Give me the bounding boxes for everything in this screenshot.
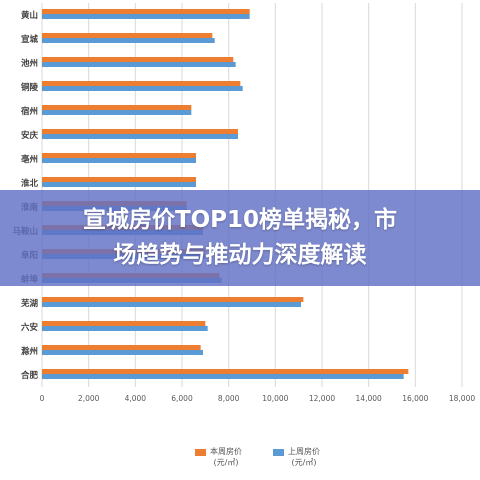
banner-title-line-2: 场趋势与推动力深度解读	[113, 242, 367, 268]
bar-this-week	[42, 33, 213, 38]
legend: 本周房价 (元/㎡) 上周房价 (元/㎡)	[0, 440, 480, 480]
category-label: 黄山	[21, 10, 38, 21]
bar-last-week	[42, 326, 208, 331]
category-label: 滁州	[21, 346, 38, 357]
category-label: 芜湖	[21, 298, 39, 309]
category-label: 安庆	[21, 130, 39, 141]
legend-series-name-this-week: 本周房价	[210, 447, 242, 456]
x-tick-label: 14,000	[356, 394, 382, 403]
x-tick-label: 12,000	[309, 394, 335, 403]
category-label: 六安	[21, 322, 39, 333]
legend-label-this-week: 本周房价 (元/㎡)	[210, 446, 242, 468]
banner-title: 宣城房价TOP10榜单揭秘，市 场趋势与推动力深度解读	[69, 203, 411, 273]
bar-this-week	[42, 153, 196, 158]
x-tick-label: 6,000	[171, 394, 193, 403]
x-tick-label: 2,000	[78, 394, 100, 403]
x-tick-label: 18,000	[449, 394, 475, 403]
bar-last-week	[42, 374, 404, 379]
bar-this-week	[42, 105, 192, 110]
bar-last-week	[42, 14, 250, 19]
legend-label-last-week: 上周房价 (元/㎡)	[288, 446, 320, 468]
bar-last-week	[42, 38, 215, 43]
legend-series-name-last-week: 上周房价	[288, 447, 320, 456]
category-label: 池州	[21, 58, 38, 69]
bar-last-week	[42, 182, 196, 187]
category-label: 淮北	[21, 178, 39, 189]
x-tick-label: 10,000	[262, 394, 288, 403]
bar-this-week	[42, 369, 409, 374]
category-label: 亳州	[21, 154, 38, 165]
x-tick-label: 4,000	[125, 394, 147, 403]
legend-unit-this-week: (元/㎡)	[213, 458, 239, 467]
category-label: 宣城	[21, 34, 39, 45]
bar-last-week	[42, 86, 243, 91]
bar-this-week	[42, 81, 241, 86]
x-tick-label: 8,000	[218, 394, 240, 403]
bar-this-week	[42, 9, 250, 14]
category-label: 宿州	[21, 106, 38, 117]
banner-title-line-1: 宣城房价TOP10榜单揭秘，市	[82, 207, 398, 233]
bar-last-week	[42, 110, 192, 115]
bar-this-week	[42, 321, 206, 326]
bar-last-week	[42, 302, 301, 307]
legend-swatch-this-week	[195, 449, 206, 456]
bar-this-week	[42, 345, 201, 350]
x-tick-label: 16,000	[402, 394, 428, 403]
bar-last-week	[42, 350, 203, 355]
bar-last-week	[42, 158, 196, 163]
legend-item-this-week: 本周房价 (元/㎡)	[195, 446, 242, 468]
bar-this-week	[42, 297, 304, 302]
bar-last-week	[42, 134, 238, 139]
x-tick-label: 0	[40, 394, 45, 403]
category-label: 铜陵	[21, 82, 39, 93]
legend-item-last-week: 上周房价 (元/㎡)	[273, 446, 320, 468]
title-banner: 宣城房价TOP10榜单揭秘，市 场趋势与推动力深度解读	[0, 190, 480, 286]
legend-swatch-last-week	[273, 449, 284, 456]
category-label: 合肥	[20, 370, 39, 381]
legend-unit-last-week: (元/㎡)	[291, 458, 317, 467]
bar-last-week	[42, 62, 236, 67]
bar-this-week	[42, 177, 196, 182]
bar-this-week	[42, 57, 234, 62]
bar-this-week	[42, 129, 238, 134]
